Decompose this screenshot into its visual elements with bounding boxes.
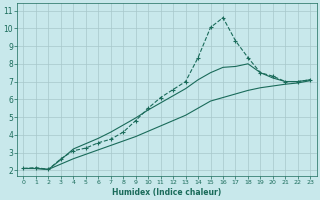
X-axis label: Humidex (Indice chaleur): Humidex (Indice chaleur) [112, 188, 221, 197]
